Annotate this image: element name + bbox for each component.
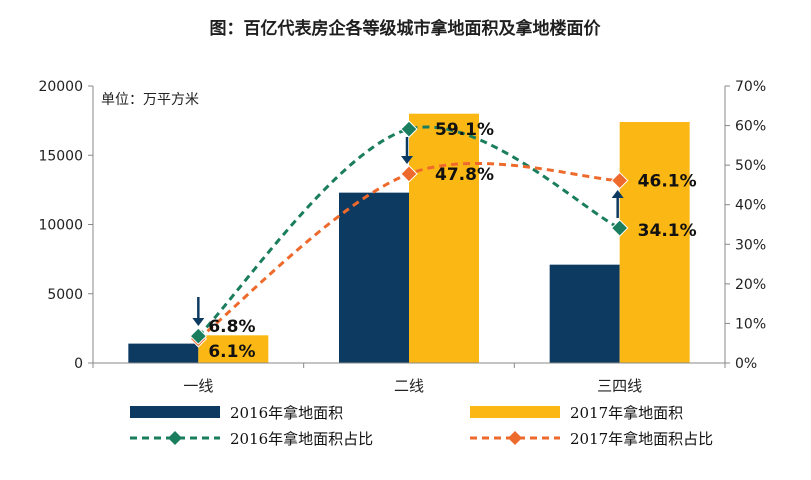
data-label: 6.8%	[208, 317, 255, 337]
arrow-head	[192, 318, 205, 326]
category-label: 二线	[394, 377, 424, 395]
line-marker-2	[400, 165, 418, 183]
data-label: 47.8%	[435, 165, 494, 185]
data-label: 34.1%	[638, 221, 697, 241]
legend-label: 2016年拿地面积占比	[230, 430, 373, 448]
bar-2-3	[619, 122, 690, 363]
category-label: 三四线	[597, 377, 642, 395]
legend-label: 2017年拿地面积占比	[570, 430, 713, 448]
line-series-1	[197, 125, 621, 338]
data-label: 59.1%	[435, 120, 494, 140]
category-labels: 一线 二线 三四线	[183, 377, 642, 395]
right-tick-label: 10%	[735, 316, 766, 332]
legend-marker-2	[508, 431, 522, 445]
right-tick-label: 50%	[735, 158, 766, 174]
line-marker-1	[610, 219, 629, 237]
line-marker-1	[400, 120, 418, 138]
arrow-head	[401, 156, 413, 164]
legend-marker-1	[168, 431, 182, 445]
chart-title: 图：百亿代表房企各等级城市拿地面积及拿地楼面价	[210, 18, 602, 39]
left-tick-label: 0	[74, 356, 83, 372]
right-tick-label: 60%	[735, 119, 766, 135]
bar-2-2	[409, 113, 479, 363]
left-axis-ticks: 0 5000 10000 15000 20000	[38, 79, 93, 372]
right-tick-label: 40%	[735, 198, 766, 214]
bar-1-1	[128, 343, 199, 363]
left-tick-label: 15000	[38, 148, 83, 164]
right-tick-label: 0%	[735, 356, 757, 372]
bar-2-1	[198, 335, 269, 363]
arrow-head	[611, 190, 624, 198]
line-series	[189, 120, 629, 348]
data-label: 46.1%	[638, 172, 697, 192]
category-label: 一线	[183, 377, 213, 395]
right-tick-label: 70%	[735, 79, 766, 95]
left-tick-label: 10000	[38, 218, 83, 234]
line-marker-2	[610, 171, 629, 190]
arrow-annotations	[192, 137, 624, 326]
line-marker-1	[189, 327, 208, 345]
right-axis-ticks: 0% 10% 20% 30% 40% 50% 60% 70%	[725, 79, 766, 372]
axes	[92, 86, 726, 368]
left-tick-label: 5000	[47, 287, 83, 303]
legend-label: 2016年拿地面积	[230, 404, 343, 422]
left-tick-label: 20000	[38, 79, 83, 95]
legend-swatch-bar-2017	[470, 406, 560, 418]
legend-label: 2017年拿地面积	[570, 404, 683, 422]
bars	[128, 113, 690, 363]
data-labels: 6.8% 59.1% 34.1% 6.1% 47.8% 46.1%	[208, 120, 696, 362]
right-tick-label: 30%	[735, 237, 766, 253]
legend-swatch-bar-2016	[130, 406, 220, 418]
data-label: 6.1%	[208, 342, 255, 362]
legend: 2016年拿地面积 2017年拿地面积 2016年拿地面积占比 2017年拿地面积占比	[130, 404, 713, 448]
right-tick-label: 20%	[735, 277, 766, 293]
bar-1-3	[549, 264, 620, 363]
unit-label: 单位：万平方米	[101, 92, 199, 108]
bar-1-2	[339, 192, 409, 363]
